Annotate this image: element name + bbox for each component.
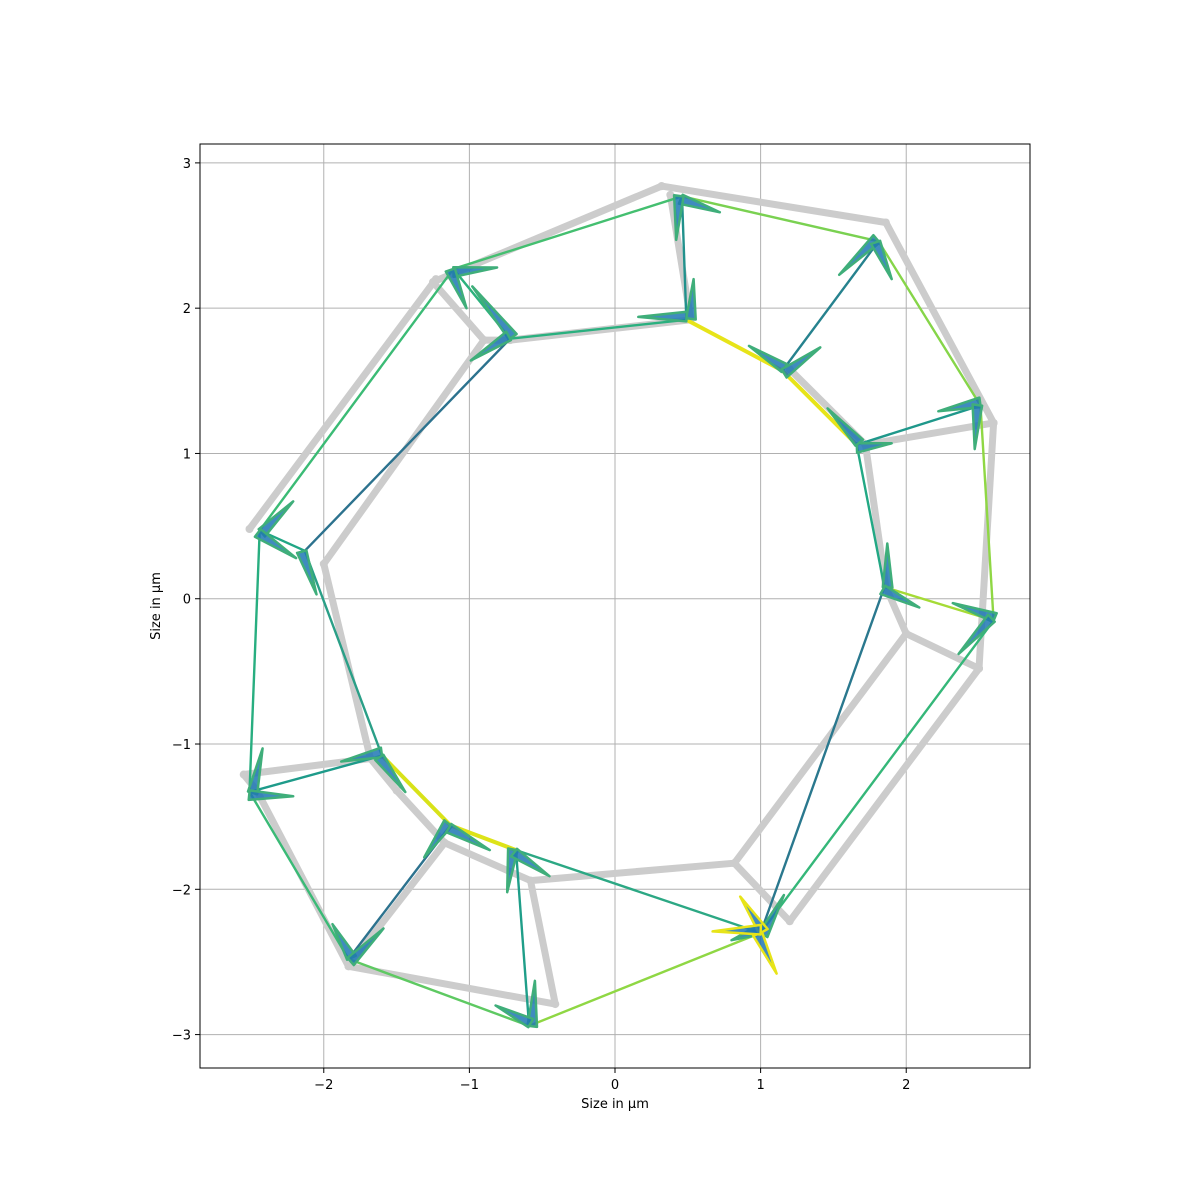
x-tick-label: −1 — [460, 1078, 479, 1093]
y-tick-label: 0 — [183, 593, 191, 608]
reference-vertex — [975, 664, 984, 673]
cell-edge — [781, 240, 880, 372]
reference-vertex — [666, 190, 675, 199]
reference-vertex — [440, 838, 449, 847]
reference-vertex — [479, 336, 488, 345]
cell-edge — [258, 267, 455, 532]
y-axis-label: Size in µm — [149, 572, 164, 640]
reference-vertex — [730, 859, 739, 868]
x-tick-label: −2 — [314, 1078, 333, 1093]
x-tick-label: 1 — [756, 1078, 764, 1093]
reference-vertex — [431, 275, 440, 284]
direction-arrow — [295, 549, 318, 596]
reference-vertex — [551, 1000, 560, 1009]
cell-edge — [855, 404, 982, 446]
direction-arrow — [837, 233, 881, 277]
cell-edge — [248, 754, 384, 794]
reference-vertex — [881, 218, 890, 227]
cell-edge — [759, 585, 886, 935]
direction-arrow — [374, 753, 407, 794]
x-tick-label: 0 — [611, 1078, 619, 1093]
x-tick-label: 2 — [902, 1078, 910, 1093]
reference-vertex — [989, 418, 998, 427]
reference-vertex — [392, 786, 401, 795]
cell-edge — [380, 753, 453, 828]
cell-edge — [452, 195, 684, 271]
direction-arrows — [246, 193, 998, 1029]
reference-vertex — [319, 559, 328, 568]
cell-edge — [855, 443, 886, 589]
reference-line — [862, 441, 983, 672]
direction-arrow — [444, 267, 468, 310]
direction-arrow — [253, 527, 298, 560]
direction-arrow — [422, 819, 453, 859]
cell-edge — [979, 404, 995, 622]
direction-arrow — [937, 396, 982, 413]
direction-arrow — [672, 193, 685, 242]
direction-arrow — [855, 441, 893, 454]
cell-edge — [680, 195, 880, 243]
direction-arrow — [471, 285, 518, 341]
direction-arrow — [879, 584, 921, 609]
direction-arrow — [346, 927, 385, 967]
direction-arrow — [684, 277, 697, 321]
y-tick-label: 3 — [183, 157, 191, 172]
direction-arrow — [526, 979, 539, 1029]
direction-arrow — [826, 407, 865, 447]
direction-arrow — [469, 330, 513, 362]
direction-arrow — [971, 403, 984, 451]
cell-edge — [248, 790, 350, 961]
y-tick-label: −2 — [172, 883, 191, 898]
direction-arrow — [869, 239, 893, 281]
reference-vertex — [657, 182, 666, 191]
cell-edge — [759, 619, 995, 935]
vertex-spoke — [711, 923, 763, 936]
reference-vertex — [239, 770, 248, 779]
cell-edge — [508, 318, 688, 340]
direction-arrow — [444, 822, 492, 852]
y-tick-label: 1 — [183, 447, 191, 462]
x-axis-label: Size in µm — [581, 1097, 649, 1112]
cell-edges — [248, 195, 995, 1028]
cell-edge — [248, 529, 261, 794]
cell-edge — [514, 848, 762, 935]
direction-arrow — [494, 1004, 535, 1029]
reference-line — [730, 630, 910, 867]
cell-edge — [347, 957, 531, 1028]
reference-line — [366, 755, 534, 885]
reference-vertex — [245, 525, 254, 533]
direction-arrow — [780, 346, 822, 379]
direction-arrow — [247, 789, 295, 802]
reference-line — [240, 182, 998, 1008]
cell-edge — [684, 317, 785, 373]
reference-line — [246, 275, 440, 533]
cell-edge — [680, 195, 688, 321]
reference-vertex — [902, 629, 911, 638]
axis-ticks: −2 −1 0 1 2 −3 −2 −1 0 1 2 3 — [172, 157, 911, 1093]
grid-lines — [200, 144, 1030, 1068]
y-tick-label: 2 — [183, 302, 191, 317]
direction-arrow — [957, 613, 996, 656]
cell-edge — [303, 337, 512, 552]
direction-arrow — [339, 746, 384, 763]
cell-edge — [877, 240, 982, 407]
cell-edge — [514, 848, 531, 1028]
reference-vertex — [526, 876, 535, 885]
y-tick-label: −1 — [172, 738, 191, 753]
reference-vertex — [344, 962, 353, 971]
direction-arrow — [637, 310, 689, 323]
y-tick-label: −3 — [172, 1029, 191, 1044]
cell-edge — [303, 549, 384, 757]
cell-edge — [527, 931, 762, 1028]
direction-arrow — [509, 847, 551, 878]
reference-vertex — [785, 917, 794, 926]
